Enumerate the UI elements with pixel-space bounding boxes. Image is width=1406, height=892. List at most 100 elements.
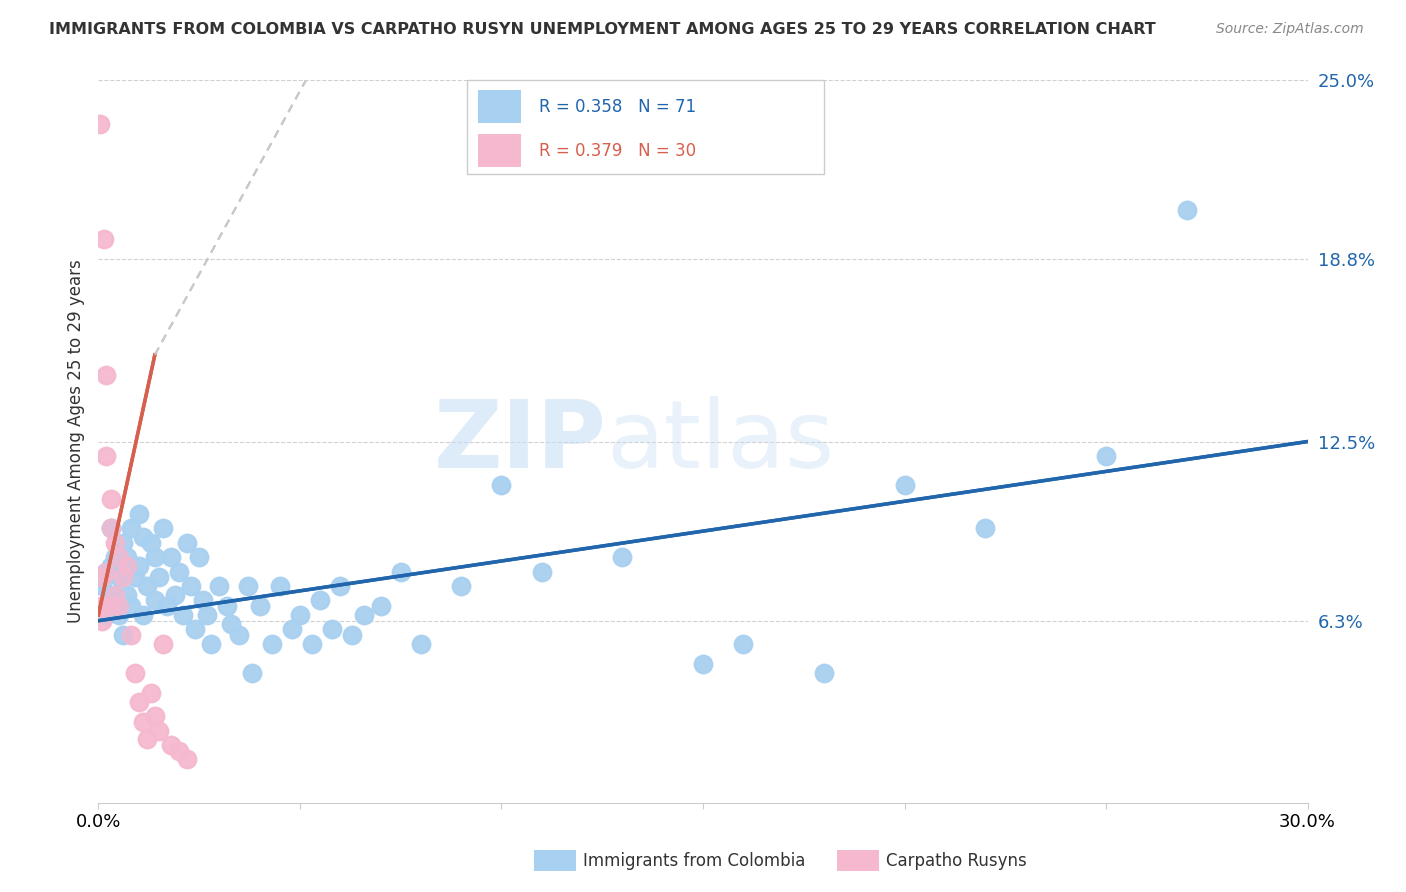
Point <box>148 570 170 584</box>
Point <box>90 599 112 614</box>
Point <box>89 117 111 131</box>
Point <box>160 550 183 565</box>
Point <box>249 599 271 614</box>
Point <box>103 535 125 549</box>
Point <box>111 570 134 584</box>
Point <box>124 570 146 584</box>
Point <box>156 599 179 614</box>
Point <box>160 550 183 565</box>
Point <box>93 232 115 246</box>
Point <box>100 492 122 507</box>
Point <box>160 738 183 752</box>
Point <box>120 628 142 642</box>
Point <box>128 558 150 573</box>
Point <box>260 637 283 651</box>
Point <box>240 665 263 680</box>
Point <box>281 623 304 637</box>
Point <box>321 623 343 637</box>
Point <box>90 599 112 614</box>
Point <box>135 579 157 593</box>
Point <box>135 732 157 747</box>
Point <box>370 599 392 614</box>
Point <box>100 599 122 614</box>
Point <box>172 607 194 622</box>
Point <box>128 558 150 573</box>
Point <box>1175 203 1198 218</box>
Point <box>91 599 114 614</box>
Point <box>143 550 166 565</box>
Point <box>128 695 150 709</box>
Point <box>152 637 174 651</box>
Point <box>128 507 150 521</box>
Point <box>96 565 118 579</box>
Point <box>491 478 513 492</box>
Point <box>176 535 198 549</box>
Point <box>115 558 138 573</box>
Point <box>309 593 332 607</box>
Point <box>107 607 129 622</box>
Point <box>167 565 190 579</box>
Point <box>167 744 190 758</box>
Point <box>813 665 835 680</box>
Point <box>132 530 155 544</box>
Point <box>172 607 194 622</box>
Point <box>124 665 146 680</box>
Point <box>301 637 323 651</box>
Point <box>111 570 134 584</box>
Point <box>120 628 142 642</box>
Point <box>135 579 157 593</box>
Point <box>111 628 134 642</box>
Point <box>96 565 118 579</box>
Point <box>309 593 332 607</box>
Point <box>103 588 125 602</box>
Point <box>260 637 283 651</box>
Point <box>139 686 162 700</box>
Point <box>120 521 142 535</box>
Point <box>107 607 129 622</box>
Point <box>100 558 122 573</box>
Point <box>111 535 134 549</box>
Text: Source: ZipAtlas.com: Source: ZipAtlas.com <box>1216 22 1364 37</box>
Point <box>139 535 162 549</box>
Point <box>269 579 291 593</box>
Point <box>370 599 392 614</box>
Point <box>353 607 375 622</box>
Point <box>329 579 352 593</box>
Point <box>135 732 157 747</box>
Point <box>128 507 150 521</box>
Point <box>100 521 122 535</box>
Text: ZIP: ZIP <box>433 395 606 488</box>
Point <box>100 558 122 573</box>
Point <box>91 570 114 584</box>
Point <box>96 565 118 579</box>
Text: atlas: atlas <box>606 395 835 488</box>
Point <box>288 607 311 622</box>
Point <box>893 478 915 492</box>
Point <box>132 714 155 729</box>
Point <box>200 637 222 651</box>
Text: R = 0.379   N = 30: R = 0.379 N = 30 <box>538 142 696 160</box>
Point <box>893 478 915 492</box>
Text: Immigrants from Colombia: Immigrants from Colombia <box>583 852 806 870</box>
Point <box>100 492 122 507</box>
Point <box>91 614 114 628</box>
Point <box>143 593 166 607</box>
Point <box>342 628 364 642</box>
Point <box>107 570 129 584</box>
Point <box>143 550 166 565</box>
Point <box>1095 449 1118 463</box>
Point <box>813 665 835 680</box>
Point <box>143 709 166 723</box>
Point <box>530 565 553 579</box>
Point <box>1175 203 1198 218</box>
Point <box>228 628 250 642</box>
Point <box>612 550 634 565</box>
Point <box>208 579 231 593</box>
Point <box>107 599 129 614</box>
Point <box>132 530 155 544</box>
Point <box>184 623 207 637</box>
Point <box>148 570 170 584</box>
Point <box>132 607 155 622</box>
Point <box>217 599 239 614</box>
Point <box>139 686 162 700</box>
